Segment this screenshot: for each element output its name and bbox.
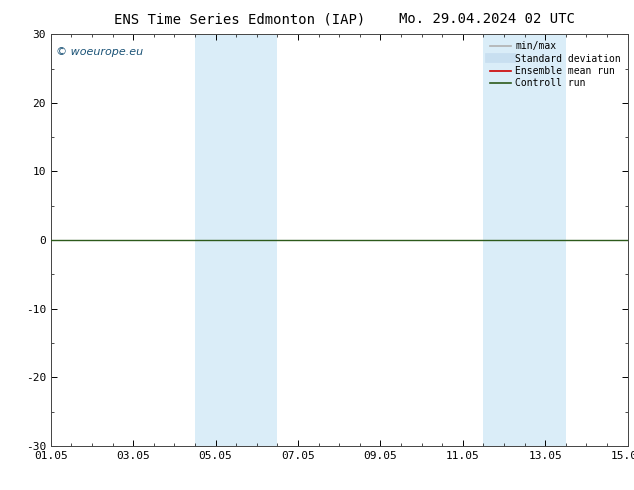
Text: Mo. 29.04.2024 02 UTC: Mo. 29.04.2024 02 UTC [399, 12, 575, 26]
Bar [524, 34, 566, 446]
Text: ENS Time Series Edmonton (IAP): ENS Time Series Edmonton (IAP) [114, 12, 365, 26]
Legend: min/max, Standard deviation, Ensemble mean run, Controll run: min/max, Standard deviation, Ensemble me… [488, 39, 623, 90]
Bar [483, 34, 525, 446]
Text: © woeurope.eu: © woeurope.eu [56, 47, 144, 57]
Bar [195, 34, 236, 446]
Bar [236, 34, 277, 446]
